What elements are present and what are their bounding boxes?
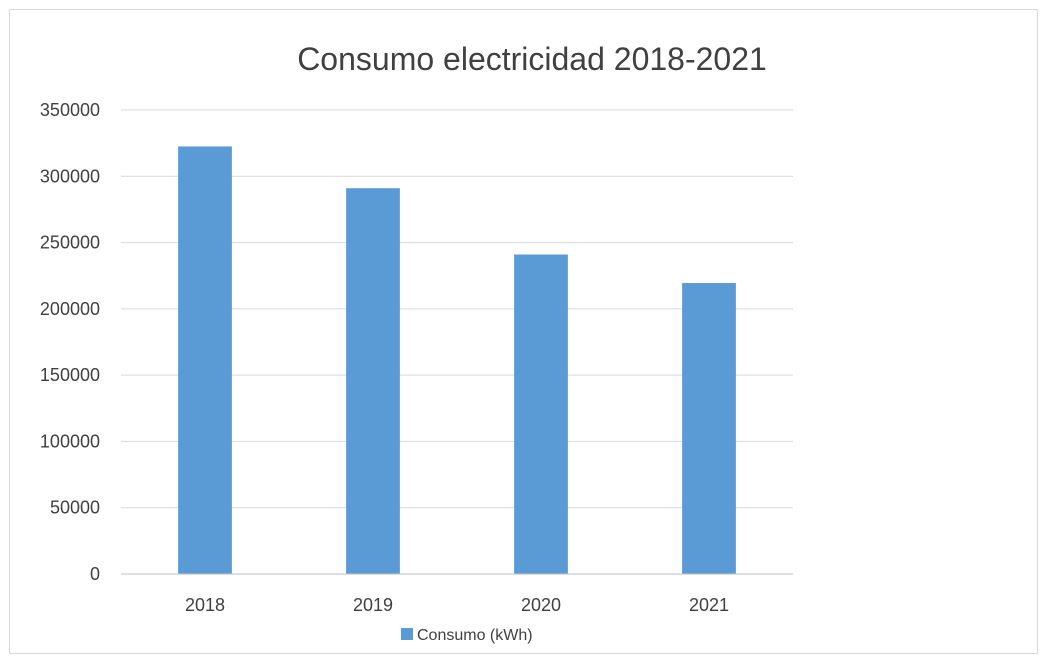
bars bbox=[178, 146, 736, 574]
legend: Consumo (kWh) bbox=[401, 627, 533, 644]
y-axis-ticks: 0 50000 100000 150000 200000 250000 300000 3500… bbox=[40, 100, 100, 584]
legend-label: Consumo (kWh) bbox=[417, 627, 533, 644]
x-axis-ticks: 2018 2019 2020 2021 bbox=[185, 595, 729, 615]
bar-2019 bbox=[346, 188, 400, 574]
x-tick-label: 2021 bbox=[689, 595, 729, 615]
x-tick-label: 2018 bbox=[185, 595, 225, 615]
y-tick-label: 150000 bbox=[40, 365, 100, 385]
bar-2018 bbox=[178, 146, 232, 574]
legend-swatch bbox=[401, 628, 413, 640]
y-tick-label: 200000 bbox=[40, 299, 100, 319]
y-tick-label: 100000 bbox=[40, 431, 100, 451]
y-tick-label: 0 bbox=[90, 564, 100, 584]
y-tick-label: 250000 bbox=[40, 233, 100, 253]
chart-title: Consumo electricidad 2018-2021 bbox=[297, 41, 767, 77]
y-tick-label: 350000 bbox=[40, 100, 100, 120]
x-tick-label: 2019 bbox=[353, 595, 393, 615]
bar-2020 bbox=[514, 254, 568, 574]
y-tick-label: 50000 bbox=[50, 498, 100, 518]
y-tick-label: 300000 bbox=[40, 166, 100, 186]
bar-2021 bbox=[682, 283, 736, 574]
gridlines bbox=[121, 109, 793, 509]
x-tick-label: 2020 bbox=[521, 595, 561, 615]
